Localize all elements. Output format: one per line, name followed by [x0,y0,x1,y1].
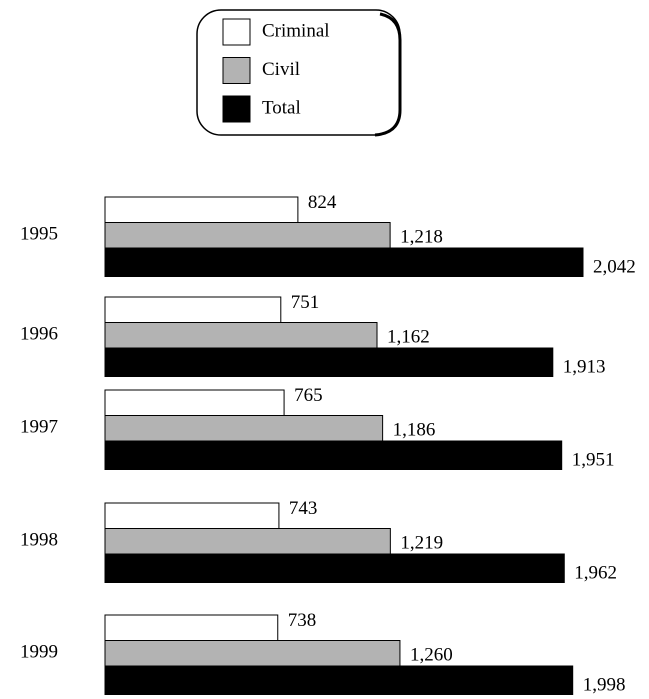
legend-swatch [222,57,251,84]
value-label: 1,260 [410,645,453,666]
bar [104,196,299,223]
legend-shadow [374,12,402,137]
value-label: 1,219 [400,533,443,554]
legend-label: Criminal [262,20,330,41]
value-label: 743 [289,498,318,519]
legend-swatch [222,18,251,46]
category-label: 1996 [20,324,58,345]
value-label: 765 [294,385,323,406]
category-label: 1998 [20,530,58,551]
legend-label: Total [262,97,301,118]
value-label: 1,998 [583,675,626,696]
bar [104,614,279,641]
bar [104,440,563,470]
value-label: 1,162 [387,327,430,348]
value-label: 1,913 [563,357,606,378]
category-label: 1997 [20,417,58,438]
value-label: 1,218 [400,227,443,248]
bar [104,296,282,323]
bar [104,322,378,349]
value-label: 751 [291,292,320,313]
value-label: 824 [308,192,337,213]
bar [104,665,574,695]
category-label: 1995 [20,224,58,245]
value-label: 1,186 [393,420,436,441]
bar [104,247,584,277]
value-label: 1,951 [572,450,615,471]
bar [104,553,565,583]
bar [104,640,401,667]
bar [104,415,384,442]
legend-swatch [222,95,251,123]
bar [104,502,280,529]
bar [104,347,554,377]
bar [104,222,391,249]
value-label: 2,042 [593,257,636,278]
legend-label: Civil [262,59,300,80]
value-label: 1,962 [574,563,617,584]
value-label: 738 [288,610,317,631]
bar [104,389,285,416]
bar [104,528,391,555]
category-label: 1999 [20,642,58,663]
